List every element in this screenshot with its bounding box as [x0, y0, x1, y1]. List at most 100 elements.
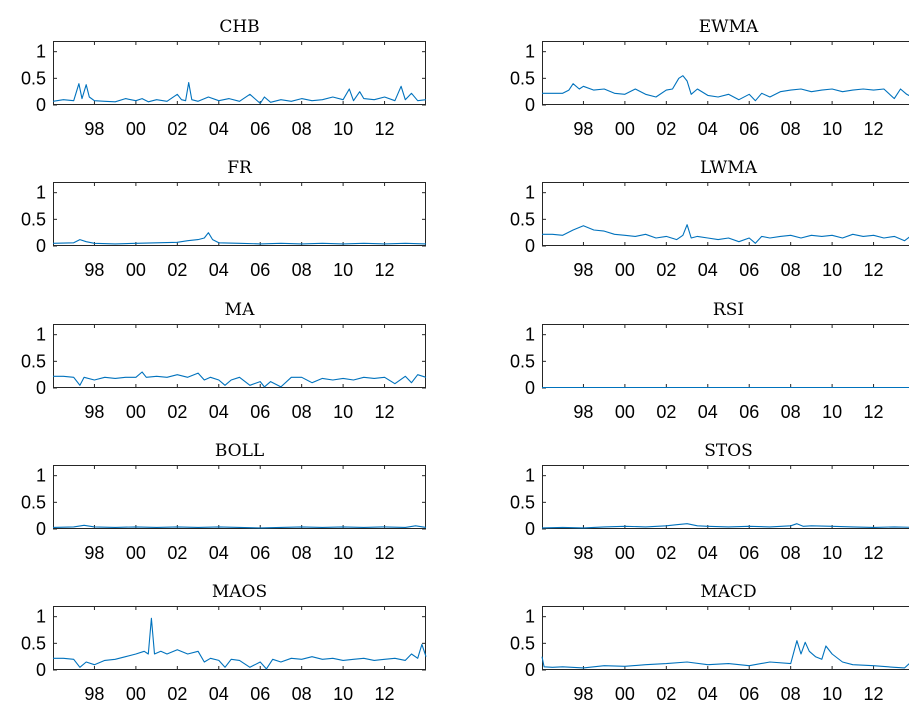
x-tick-label: 08 — [292, 260, 312, 280]
plot-frame — [53, 465, 426, 529]
x-tick-label: 10 — [822, 119, 842, 139]
x-tick-label: 02 — [656, 402, 676, 422]
x-tick-label: 10 — [333, 119, 353, 139]
x-tick-label: 02 — [167, 260, 187, 280]
y-tick-label: 0 — [36, 519, 46, 539]
x-tick-label: 10 — [333, 684, 353, 704]
x-tick-label: 06 — [739, 119, 759, 139]
plot-frame — [542, 606, 909, 670]
x-tick-label: 12 — [864, 543, 884, 563]
x-tick-label: 12 — [864, 260, 884, 280]
x-tick-label: 04 — [698, 402, 718, 422]
x-tick-label: 98 — [84, 402, 104, 422]
x-tick-label: 06 — [739, 543, 759, 563]
y-tick-label: 0 — [525, 236, 535, 256]
x-tick-label: 98 — [84, 260, 104, 280]
y-tick-label: 1 — [36, 607, 46, 627]
x-tick-label: 98 — [84, 543, 104, 563]
x-tick-label: 00 — [126, 260, 146, 280]
y-tick-label: 1 — [36, 42, 46, 62]
x-tick-label: 00 — [126, 119, 146, 139]
plot-frame — [53, 324, 426, 388]
series-line-macd — [541, 640, 909, 669]
x-tick-label: 00 — [126, 684, 146, 704]
series-line-boll — [52, 524, 427, 529]
subplot-rsi: RSI 0 0.5 1 98 00 02 04 06 08 10 12 — [510, 300, 909, 422]
x-tick-label: 04 — [209, 260, 229, 280]
x-tick-label: 08 — [292, 402, 312, 422]
x-tick-label: 98 — [573, 119, 593, 139]
subplot-title: MAOS — [212, 582, 267, 602]
x-tick-label: 98 — [84, 684, 104, 704]
x-tick-label: 98 — [573, 402, 593, 422]
y-tick-label: 1 — [525, 466, 535, 486]
y-tick-label: 1 — [36, 183, 46, 203]
x-tick-label: 06 — [250, 543, 270, 563]
x-tick-label: 04 — [209, 543, 229, 563]
subplot-title: LWMA — [700, 158, 758, 178]
x-tick-label: 06 — [250, 684, 270, 704]
x-tick-label: 04 — [209, 684, 229, 704]
y-tick-label: 0 — [525, 660, 535, 680]
x-tick-label: 08 — [781, 119, 801, 139]
x-tick-label: 04 — [698, 119, 718, 139]
y-tick-label: 0 — [525, 95, 535, 115]
x-tick-label: 04 — [698, 684, 718, 704]
x-tick-label: 10 — [333, 543, 353, 563]
x-tick-label: 02 — [167, 684, 187, 704]
x-tick-label: 08 — [292, 543, 312, 563]
subplot-ewma: EWMA 0 0.5 1 98 00 02 04 06 08 10 12 — [510, 17, 909, 139]
series-line-maos — [53, 617, 427, 670]
x-tick-label: 12 — [864, 684, 884, 704]
x-tick-label: 04 — [209, 402, 229, 422]
x-tick-label: 10 — [822, 543, 842, 563]
series-line-stos — [541, 523, 909, 529]
x-tick-label: 00 — [126, 543, 146, 563]
x-tick-label: 00 — [615, 543, 635, 563]
y-tick-label: 1 — [36, 325, 46, 345]
subplot-macd: MACD 0 0.5 1 98 00 02 04 06 08 10 12 — [510, 582, 909, 704]
x-tick-label: 12 — [375, 543, 395, 563]
x-tick-label: 00 — [615, 260, 635, 280]
subplot-fr: FR 0 0.5 1 98 00 02 04 06 08 10 12 — [21, 158, 427, 280]
x-tick-label: 08 — [781, 684, 801, 704]
x-tick-label: 98 — [84, 119, 104, 139]
x-tick-label: 08 — [781, 260, 801, 280]
x-tick-label: 02 — [656, 684, 676, 704]
subplot-title: MA — [225, 300, 255, 320]
x-tick-label: 10 — [822, 684, 842, 704]
subplot-chb: CHB 0 0.5 1 98 00 02 04 06 08 10 12 — [21, 17, 427, 139]
x-tick-label: 08 — [781, 402, 801, 422]
x-tick-label: 06 — [250, 119, 270, 139]
x-tick-label: 98 — [573, 260, 593, 280]
plot-frame — [53, 41, 426, 105]
x-tick-label: 10 — [822, 402, 842, 422]
subplot-ma: MA 0 0.5 1 98 00 02 04 06 08 10 12 — [21, 300, 427, 422]
x-tick-label: 02 — [656, 119, 676, 139]
x-tick-label: 08 — [292, 119, 312, 139]
x-tick-label: 02 — [656, 260, 676, 280]
x-tick-label: 98 — [573, 543, 593, 563]
subplot-title: RSI — [713, 300, 744, 320]
x-tick-label: 04 — [698, 260, 718, 280]
x-tick-label: 12 — [864, 402, 884, 422]
y-tick-label: 0 — [525, 378, 535, 398]
subplot-title: STOS — [704, 441, 753, 461]
y-tick-label: 0 — [36, 660, 46, 680]
series-line-fr — [52, 232, 427, 245]
x-tick-label: 02 — [167, 543, 187, 563]
x-tick-label: 00 — [615, 684, 635, 704]
plot-frame — [53, 182, 426, 246]
y-tick-label: 0.5 — [510, 209, 535, 229]
y-tick-label: 0 — [36, 236, 46, 256]
x-tick-label: 02 — [656, 543, 676, 563]
plot-frame — [542, 465, 909, 529]
subplot-title: EWMA — [699, 17, 759, 37]
y-tick-label: 0.5 — [510, 492, 535, 512]
y-tick-label: 0.5 — [21, 68, 46, 88]
y-tick-label: 0 — [36, 378, 46, 398]
y-tick-label: 0.5 — [510, 68, 535, 88]
x-tick-label: 00 — [615, 119, 635, 139]
y-tick-label: 1 — [525, 325, 535, 345]
y-tick-label: 0.5 — [21, 492, 46, 512]
